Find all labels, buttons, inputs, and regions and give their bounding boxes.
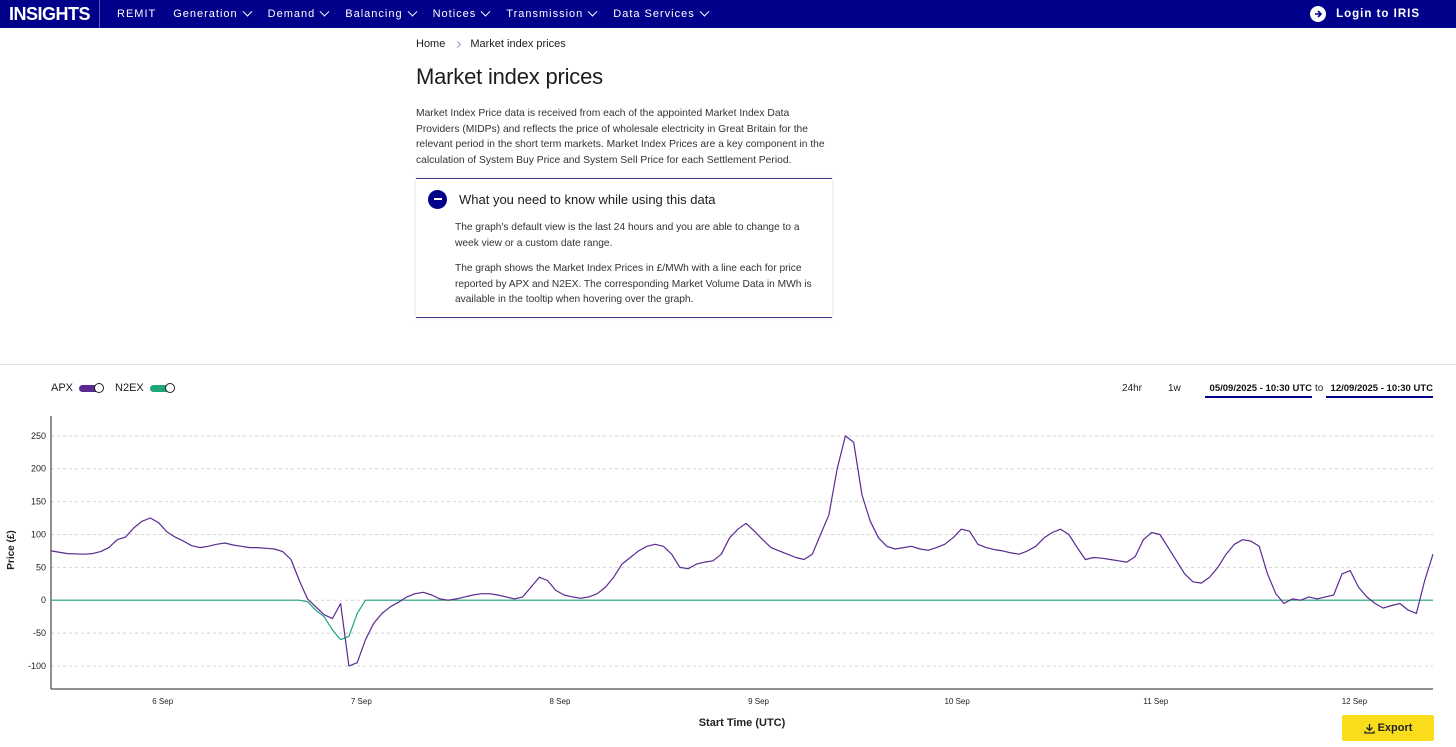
legend-n2ex-label: N2EX: [115, 382, 144, 394]
accordion-title: What you need to know while using this d…: [459, 191, 716, 207]
series-line-n2ex: [51, 599, 1433, 641]
y-tick-label: 100: [31, 529, 46, 539]
minus-circle-icon[interactable]: [428, 189, 447, 209]
chart-series: [50, 435, 1434, 667]
nav-balancing[interactable]: Balancing: [345, 0, 418, 28]
legend-apx[interactable]: APX: [51, 382, 105, 394]
accordion-body: The graph's default view is the last 24 …: [416, 219, 832, 308]
chart-axes: 250 200 150 100 50 0 -50 -100 6 Sep 7 Sep 8 Sep 9 S…: [28, 416, 1433, 706]
chevron-down-icon: [407, 6, 418, 17]
date-to-input[interactable]: 12/09/2025 - 10:30 UTC: [1326, 383, 1433, 398]
x-tick-label: 8 Sep: [549, 697, 570, 706]
y-tick-label: 50: [36, 562, 46, 572]
y-tick-label: 0: [41, 595, 46, 605]
x-tick-label: 11 Sep: [1143, 697, 1168, 706]
accordion-para-1: The graph's default view is the last 24 …: [455, 222, 800, 249]
nav-notices-label: Notices: [432, 8, 477, 20]
chevron-down-icon: [319, 6, 330, 17]
page-intro: Market Index Price data is received from…: [416, 108, 825, 166]
breadcrumb-home[interactable]: Home: [416, 38, 446, 50]
chart-grid: [51, 435, 1433, 667]
x-tick-label: 9 Sep: [748, 697, 769, 706]
insights-logo[interactable]: INSIGHTS: [0, 0, 100, 28]
export-label: Export: [1377, 722, 1413, 734]
nav-data-services[interactable]: Data Services: [613, 0, 710, 28]
nav-transmission-label: Transmission: [506, 8, 584, 20]
breadcrumb: Home Market index prices: [416, 38, 566, 50]
legend-n2ex[interactable]: N2EX: [115, 382, 175, 394]
x-tick-label: 12 Sep: [1342, 697, 1368, 706]
nav-demand-label: Demand: [267, 8, 316, 20]
info-accordion: What you need to know while using this d…: [416, 178, 832, 318]
breadcrumb-current: Market index prices: [470, 38, 566, 50]
nav-generation[interactable]: Generation: [173, 0, 253, 28]
chevron-down-icon: [699, 6, 710, 17]
x-tick-label: 6 Sep: [152, 697, 173, 706]
toggle-switch-icon[interactable]: [149, 382, 175, 393]
x-tick-label: 10 Sep: [944, 697, 970, 706]
y-tick-label: -50: [33, 628, 46, 638]
download-icon: [1363, 723, 1375, 734]
export-button[interactable]: Export: [1342, 715, 1434, 741]
y-tick-label: 250: [31, 431, 46, 441]
chart-legend: APX N2EX: [51, 382, 186, 394]
nav-demand[interactable]: Demand: [267, 0, 330, 28]
chevron-down-icon: [587, 6, 598, 17]
y-axis-label: Price (£): [6, 530, 17, 569]
page-title: Market index prices: [416, 64, 603, 89]
nav-remit[interactable]: REMIT: [117, 0, 156, 28]
nav-transmission[interactable]: Transmission: [506, 0, 598, 28]
range-1w-button[interactable]: 1w: [1168, 383, 1181, 394]
range-24hr-button[interactable]: 24hr: [1122, 383, 1143, 394]
accordion-header[interactable]: What you need to know while using this d…: [416, 179, 832, 219]
accordion-para-2: The graph shows the Market Index Prices …: [455, 263, 812, 305]
y-tick-label: -100: [28, 661, 46, 671]
toggle-switch-icon[interactable]: [79, 382, 105, 393]
nav-balancing-label: Balancing: [345, 8, 403, 20]
price-chart[interactable]: 250 200 150 100 50 0 -50 -100 6 Sep 7 Sep 8 Sep 9 S…: [0, 402, 1456, 747]
chevron-down-icon: [242, 6, 253, 17]
login-label: Login to IRIS: [1336, 8, 1420, 20]
chevron-right-icon: [454, 40, 462, 48]
chevron-down-icon: [480, 6, 491, 17]
nav-generation-label: Generation: [173, 8, 238, 20]
date-to-label: to: [1315, 383, 1324, 394]
nav-notices[interactable]: Notices: [432, 0, 491, 28]
x-axis-label: Start Time (UTC): [699, 717, 786, 729]
nav-remit-label: REMIT: [117, 8, 157, 20]
y-tick-label: 200: [31, 464, 46, 474]
section-divider: [0, 364, 1456, 365]
legend-apx-label: APX: [51, 382, 74, 394]
date-from-input[interactable]: 05/09/2025 - 10:30 UTC: [1205, 383, 1312, 398]
login-iris-button[interactable]: Login to IRIS: [1310, 0, 1420, 28]
top-nav: INSIGHTS REMIT Generation Demand Balanci…: [0, 0, 1456, 28]
x-tick-label: 7 Sep: [351, 697, 372, 706]
arrow-right-circle-icon: [1310, 6, 1327, 22]
y-tick-label: 150: [31, 497, 46, 507]
series-line-apx: [50, 435, 1434, 667]
nav-data-services-label: Data Services: [613, 8, 695, 20]
